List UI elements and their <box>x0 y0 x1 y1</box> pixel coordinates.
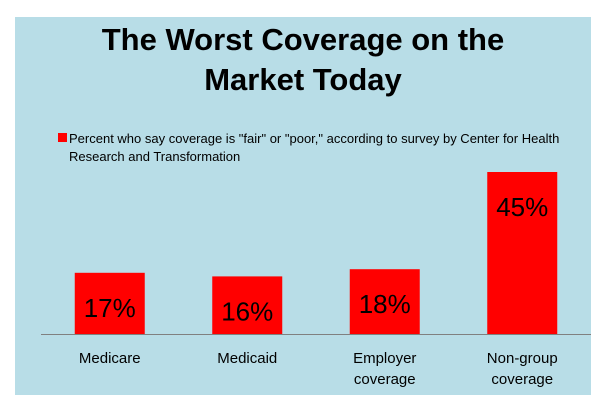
chart-title: The Worst Coverage on the Market Today <box>15 20 591 100</box>
bar <box>74 272 145 334</box>
bar <box>349 269 420 334</box>
legend-label: Percent who say coverage is "fair" or "p… <box>69 131 560 164</box>
category-label: Medicaid <box>217 350 277 367</box>
category-label: coverage <box>354 371 416 388</box>
legend: Percent who say coverage is "fair" or "p… <box>58 130 578 166</box>
bar <box>212 276 283 334</box>
category-label: coverage <box>491 371 553 388</box>
data-label: 16% <box>221 296 273 326</box>
category-label: Non-group <box>487 350 558 367</box>
legend-swatch <box>58 133 67 142</box>
data-label: 45% <box>496 192 548 222</box>
data-label: 17% <box>84 293 136 323</box>
title-line: Market Today <box>204 62 402 97</box>
data-label: 18% <box>359 289 411 319</box>
bar <box>487 172 558 334</box>
category-label: Medicare <box>79 350 141 367</box>
title-line: The Worst Coverage on the <box>101 22 505 57</box>
category-label: Employer <box>353 350 416 367</box>
